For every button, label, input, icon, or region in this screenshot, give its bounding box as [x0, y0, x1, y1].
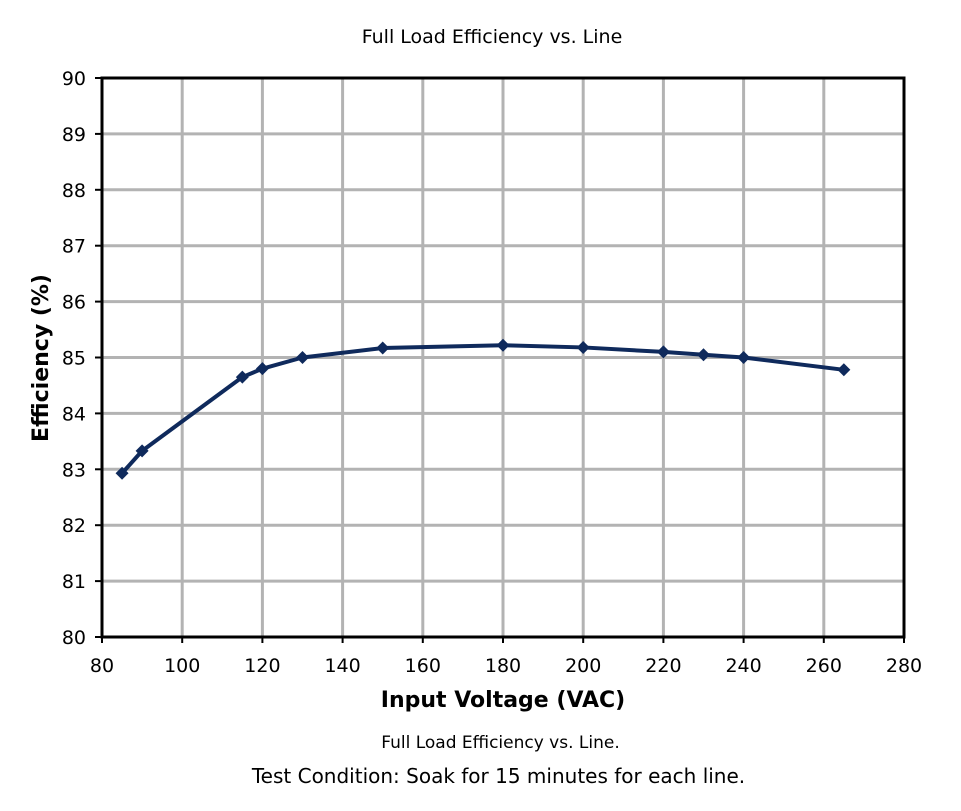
axis-ticks: 80 100 120 140 160 180 200 220 240 260 280 80 81 82 83… [62, 68, 922, 677]
y-tick-label: 80 [62, 627, 86, 649]
x-tick-label: 180 [485, 655, 521, 677]
data-point-marker [656, 345, 670, 359]
y-tick-label: 85 [62, 348, 86, 370]
x-tick-label: 80 [90, 655, 114, 677]
data-point-marker [255, 362, 269, 376]
x-tick-label: 160 [405, 655, 441, 677]
test-condition-note: Test Condition: Soak for 15 minutes for … [251, 764, 746, 788]
x-tick-label: 220 [645, 655, 681, 677]
data-point-marker [837, 363, 851, 377]
y-tick-label: 84 [62, 403, 86, 425]
data-point-marker [115, 466, 129, 480]
chart-title: Full Load Efficiency vs. Line [362, 26, 623, 48]
x-tick-label: 140 [324, 655, 360, 677]
figure-caption: Full Load Efficiency vs. Line. [381, 733, 620, 753]
x-tick-label: 120 [244, 655, 280, 677]
x-tick-label: 260 [806, 655, 842, 677]
y-tick-label: 81 [62, 571, 86, 593]
grid-lines [102, 78, 904, 637]
efficiency-chart: Full Load Efficiency vs. Line 80 100 120 14… [29, 26, 922, 713]
x-tick-label: 280 [886, 655, 922, 677]
y-tick-label: 82 [62, 515, 86, 537]
data-point-marker [235, 370, 249, 384]
y-tick-label: 89 [62, 124, 86, 146]
y-axis-title: Efficiency (%) [29, 274, 54, 442]
efficiency-line [120, 343, 846, 476]
data-point-marker [376, 341, 390, 355]
data-point-marker [576, 340, 590, 354]
x-tick-label: 240 [725, 655, 761, 677]
data-point-marker [737, 351, 751, 364]
data-series [115, 338, 851, 480]
y-tick-label: 90 [62, 68, 86, 90]
data-point-marker [135, 444, 149, 458]
data-point-marker [496, 338, 510, 352]
y-tick-label: 87 [62, 236, 86, 258]
y-tick-label: 88 [62, 180, 86, 202]
x-tick-label: 100 [164, 655, 200, 677]
data-point-marker [296, 351, 309, 364]
y-tick-label: 83 [62, 459, 86, 481]
x-axis-title: Input Voltage (VAC) [381, 688, 625, 713]
y-tick-label: 86 [62, 292, 86, 314]
x-tick-label: 200 [565, 655, 601, 677]
data-point-marker [697, 348, 710, 362]
